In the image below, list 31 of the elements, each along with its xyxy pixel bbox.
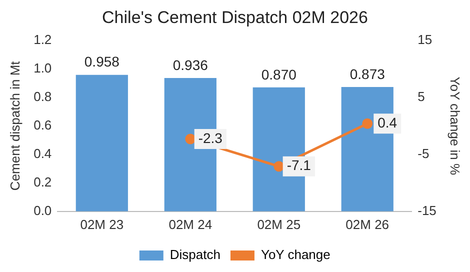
data-label: -7.1 — [286, 157, 312, 174]
x-tick-label: 02M 23 — [80, 216, 124, 232]
x-tick-label: 02M 24 — [168, 216, 212, 232]
data-label: 0.873 — [350, 66, 386, 82]
point — [274, 161, 284, 172]
y-tick-label: 0.2 — [34, 174, 52, 190]
data-label: 0.870 — [261, 66, 297, 82]
y-tick-label: 1.0 — [34, 60, 52, 76]
data-label: 0.4 — [378, 114, 398, 130]
y-axis-title: Cement dispatch in Mt — [7, 60, 22, 191]
point — [185, 134, 196, 144]
x-tick-label: 02M 26 — [346, 216, 390, 232]
y-tick-label: 0.4 — [34, 146, 52, 161]
x-tick-label: 02M 25 — [257, 216, 301, 232]
y-tick-label: 0.6 — [34, 117, 52, 132]
y-tick-label: 1.2 — [34, 32, 52, 47]
y2-tick-label: 15 — [418, 32, 432, 47]
y2-tick-label: -15 — [418, 202, 436, 218]
y-tick-label: 0.8 — [34, 88, 52, 104]
y2-tick-label: -5 — [418, 146, 430, 161]
point — [362, 118, 373, 129]
legend-label: Dispatch — [170, 247, 220, 262]
data-label: -2.3 — [198, 130, 223, 146]
legend-label: YoY change — [260, 247, 330, 262]
y2-tick-label: 5 — [418, 88, 425, 104]
data-label: 0.936 — [172, 56, 208, 73]
y2-axis-title: YoY change in % — [448, 76, 463, 176]
bar — [76, 74, 128, 212]
y-tick-label: 0.0 — [34, 202, 52, 218]
data-label: 0.958 — [84, 54, 120, 70]
chart-title: Chile's Cement Dispatch 02M 2026 — [102, 8, 368, 27]
